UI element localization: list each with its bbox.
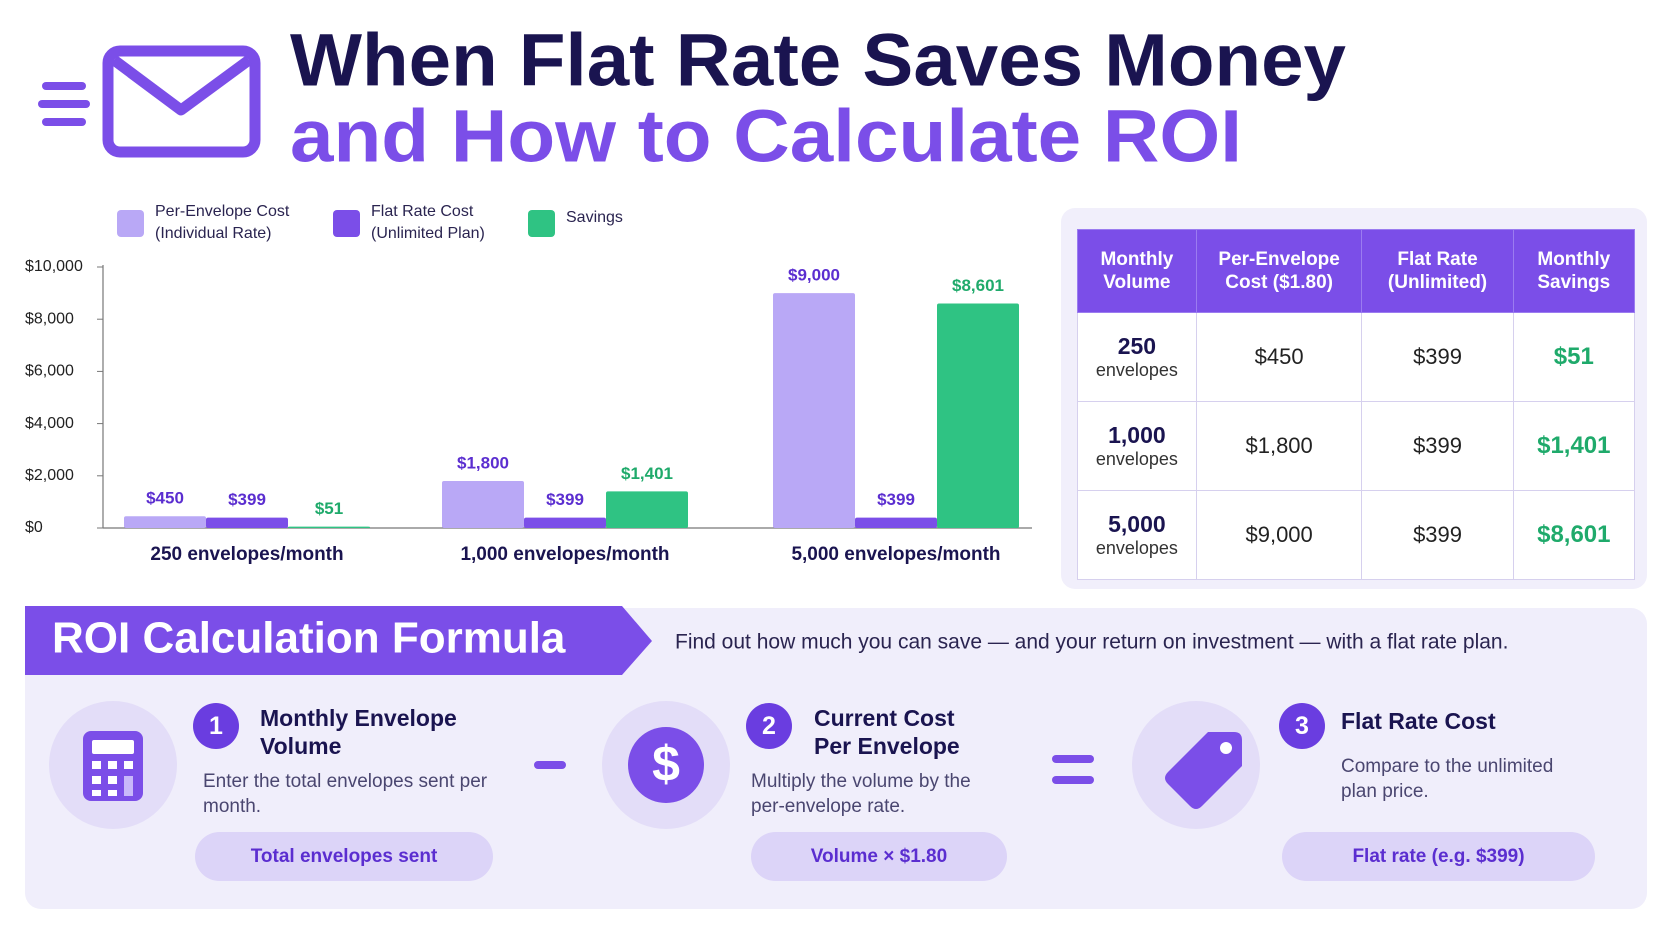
title: When Flat Rate Saves Money	[290, 19, 1346, 102]
y-tick-label: $8,000	[25, 310, 74, 327]
table-cell: $399	[1361, 312, 1514, 402]
value-label: $450	[146, 489, 184, 508]
table-cell: $51	[1512, 312, 1636, 402]
y-tick-label: $0	[25, 519, 43, 536]
logo	[38, 45, 261, 158]
y-tick-label: $4,000	[25, 415, 74, 432]
volume-cell: 250 envelopes	[1077, 312, 1197, 402]
bar	[855, 517, 937, 528]
column-header: Monthly Volume	[1077, 229, 1197, 313]
table-cell: $399	[1361, 401, 1514, 491]
formula-banner	[25, 606, 652, 675]
legend-label: Savings	[566, 209, 623, 226]
savings-table: Monthly Volume Per-Envelope Cost ($1.80) F…	[1077, 229, 1636, 580]
table-cell: $1,800	[1195, 401, 1363, 491]
unit: envelopes	[1095, 449, 1178, 469]
y-tick-label: $10,000	[25, 258, 83, 275]
bar	[206, 517, 288, 528]
table-row: 250 envelopes $450 $399 $51	[1077, 312, 1636, 402]
step-pill: Total envelopes sent	[195, 832, 493, 881]
column-header: Flat Rate (Unlimited)	[1361, 229, 1514, 313]
volume: 1,000	[1108, 422, 1166, 448]
table-row: 1,000 envelopes $1,800 $399 $1,401	[1077, 401, 1636, 491]
value-label: $9,000	[788, 266, 840, 285]
bar	[524, 517, 606, 528]
legend-swatch	[528, 210, 555, 237]
value-label: $399	[877, 490, 915, 509]
value-label: $8,601	[952, 276, 1004, 295]
bar	[288, 526, 370, 528]
table-cell: $450	[1195, 312, 1363, 402]
value-label: $399	[546, 490, 584, 509]
column-header: Monthly Savings	[1512, 229, 1636, 313]
unit: envelopes	[1095, 360, 1178, 380]
table-row: 5,000 envelopes $9,000 $399 $8,601	[1077, 490, 1636, 580]
bar	[606, 491, 688, 528]
value-label: $51	[315, 499, 343, 518]
bar	[124, 516, 206, 528]
y-tick-label: $6,000	[25, 363, 74, 380]
value-label: $399	[228, 490, 266, 509]
y-tick-label: $2,000	[25, 467, 74, 484]
x-tick-label: 250 envelopes/month	[150, 544, 343, 565]
table-cell: $8,601	[1512, 490, 1636, 580]
legend-swatch	[117, 210, 144, 237]
step-title: Current Cost Per Envelope	[814, 705, 960, 759]
volume-cell: 1,000 envelopes	[1077, 401, 1197, 491]
formula-title: ROI Calculation Formula	[52, 614, 566, 663]
table-cell: $1,401	[1512, 401, 1636, 491]
volume: 5,000	[1108, 511, 1166, 537]
value-label: $1,800	[457, 454, 509, 473]
step-icons: $	[49, 701, 1260, 829]
legend-label: Flat Rate Cost (Unlimited Plan)	[371, 203, 485, 242]
bar	[937, 303, 1019, 528]
column-header: Per-Envelope Cost ($1.80)	[1195, 229, 1363, 313]
table-cell: $399	[1361, 490, 1514, 580]
bar	[442, 481, 524, 528]
step-text: Compare to the unlimited plan price.	[1341, 756, 1554, 802]
bar	[773, 293, 855, 528]
x-tick-label: 1,000 envelopes/month	[460, 544, 669, 565]
step-text: Multiply the volume by the per-envelope …	[751, 771, 971, 817]
step-pill: Flat rate (e.g. $399)	[1282, 832, 1595, 881]
svg-text:$: $	[652, 736, 680, 792]
volume: 250	[1117, 333, 1157, 359]
step-text: Enter the total envelopes sent per month…	[203, 771, 488, 817]
step-number: 2	[746, 703, 792, 749]
step-title: Flat Rate Cost	[1341, 708, 1496, 734]
step-number: 3	[1279, 703, 1325, 749]
step-pill: Volume × $1.80	[751, 832, 1007, 881]
step-number: 1	[193, 703, 239, 749]
step-title: Monthly Envelope Volume	[260, 705, 457, 759]
table-cell: $9,000	[1195, 490, 1363, 580]
formula-description: Find out how much you can save — and you…	[675, 631, 1508, 654]
x-tick-label: 5,000 envelopes/month	[791, 544, 1000, 565]
subtitle: and How to Calculate ROI	[290, 95, 1242, 178]
legend-label: Per-Envelope Cost (Individual Rate)	[155, 203, 290, 242]
volume-cell: 5,000 envelopes	[1077, 490, 1197, 580]
unit: envelopes	[1095, 538, 1178, 558]
legend-swatch	[333, 210, 360, 237]
value-label: $1,401	[621, 464, 673, 483]
